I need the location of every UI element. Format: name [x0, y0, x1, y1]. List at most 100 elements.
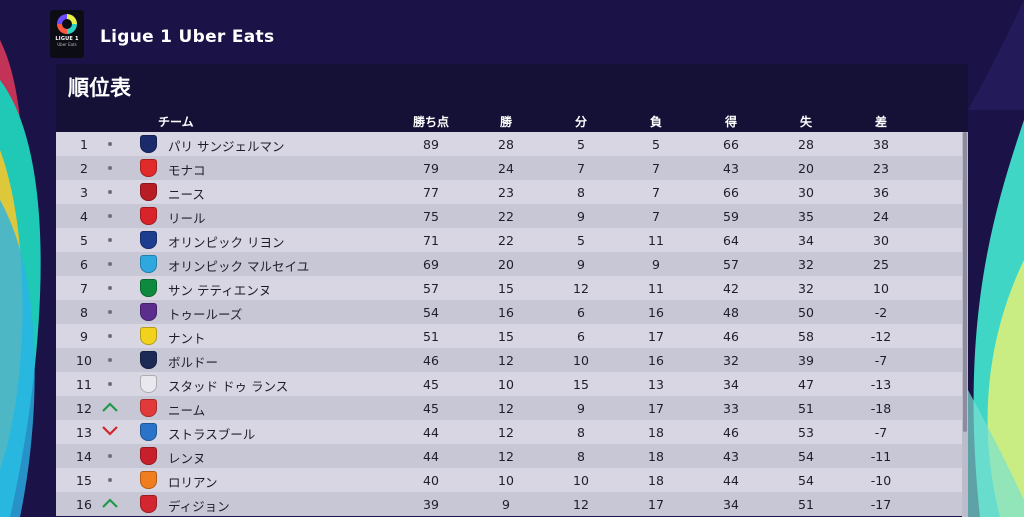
drawn-cell: 9: [577, 257, 585, 272]
goal-difference-cell: 23: [873, 161, 889, 176]
goals-for-cell: 34: [723, 377, 739, 392]
trend-neutral-icon: [108, 262, 112, 266]
lost-cell: 5: [652, 137, 660, 152]
points-cell: 44: [423, 449, 439, 464]
table-row[interactable]: 7 サン テティエンヌ 57 15 12 11 42 32 10: [56, 276, 968, 300]
points-cell: 57: [423, 281, 439, 296]
team-name: トゥールーズ: [168, 307, 243, 322]
nice-crest-icon: [140, 183, 157, 201]
goals-against-cell: 54: [798, 449, 814, 464]
goals-for-cell: 66: [723, 137, 739, 152]
league-name: Ligue 1 Uber Eats: [100, 27, 275, 47]
table-row[interactable]: 8 トゥールーズ 54 16 6 16 48 50 -2: [56, 300, 968, 324]
lille-crest-icon: [140, 207, 157, 225]
rennes-crest-icon: [140, 447, 157, 465]
logo-text-bottom: Uber Eats: [57, 42, 77, 47]
lost-cell: 11: [648, 281, 664, 296]
points-cell: 45: [423, 377, 439, 392]
goals-for-cell: 66: [723, 185, 739, 200]
lost-cell: 17: [648, 401, 664, 416]
points-cell: 71: [423, 233, 439, 248]
position-cell: 8: [80, 305, 88, 320]
col-drawn[interactable]: 分: [574, 115, 588, 129]
table-row[interactable]: 13 ストラスブール 44 12 8 18 46 53 -7: [56, 420, 968, 444]
lost-cell: 17: [648, 329, 664, 344]
won-cell: 12: [498, 449, 514, 464]
goals-against-cell: 34: [798, 233, 814, 248]
team-name: ディジョン: [168, 499, 230, 514]
lost-cell: 9: [652, 257, 660, 272]
won-cell: 15: [498, 329, 514, 344]
goals-for-cell: 46: [723, 425, 739, 440]
col-lost[interactable]: 負: [649, 115, 663, 129]
table-row[interactable]: 5 オリンピック リヨン 71 22 5 11 64 34 30: [56, 228, 968, 252]
nimes-crest-icon: [140, 399, 157, 417]
page-title: 順位表: [68, 76, 131, 100]
team-name: ニース: [168, 187, 205, 202]
goal-difference-cell: -17: [870, 497, 892, 512]
drawn-cell: 15: [573, 377, 589, 392]
lost-cell: 18: [648, 425, 664, 440]
position-cell: 12: [76, 401, 92, 416]
position-cell: 4: [80, 209, 88, 224]
won-cell: 16: [498, 305, 514, 320]
goals-against-cell: 53: [798, 425, 814, 440]
table-row[interactable]: 4 リール 75 22 9 7 59 35 24: [56, 204, 968, 228]
table-row[interactable]: 6 オリンピック マルセイユ 69 20 9 9 57 32 25: [56, 252, 968, 276]
ligue1-mark-icon: [57, 14, 77, 34]
lost-cell: 11: [648, 233, 664, 248]
table-row[interactable]: 3 ニース 77 23 8 7 66 30 36: [56, 180, 968, 204]
goals-for-cell: 43: [723, 161, 739, 176]
drawn-cell: 10: [573, 473, 589, 488]
team-name: オリンピック マルセイユ: [168, 259, 310, 274]
goal-difference-cell: -18: [870, 401, 892, 416]
team-name: スタッド ドゥ ランス: [168, 379, 289, 394]
won-cell: 15: [498, 281, 514, 296]
col-team[interactable]: チーム: [158, 115, 194, 129]
goals-against-cell: 35: [798, 209, 814, 224]
table-row[interactable]: 1 パリ サンジェルマン 89 28 5 5 66 28 38: [56, 132, 968, 156]
goals-against-cell: 51: [798, 401, 814, 416]
scrollbar-thumb[interactable]: [963, 132, 967, 432]
position-cell: 13: [76, 425, 92, 440]
lost-cell: 18: [648, 449, 664, 464]
lost-cell: 7: [652, 161, 660, 176]
points-cell: 39: [423, 497, 439, 512]
table-row[interactable]: 14 レンヌ 44 12 8 18 43 54 -11: [56, 444, 968, 468]
scrollbar[interactable]: [962, 132, 968, 517]
team-name: パリ サンジェルマン: [168, 139, 285, 154]
points-cell: 45: [423, 401, 439, 416]
table-row[interactable]: 15 ロリアン 40 10 10 18 44 54 -10: [56, 468, 968, 492]
lost-cell: 18: [648, 473, 664, 488]
goal-difference-cell: -10: [870, 473, 892, 488]
ligue1-logo-icon: LIGUE 1 Uber Eats: [50, 10, 84, 58]
table-row[interactable]: 9 ナント 51 15 6 17 46 58 -12: [56, 324, 968, 348]
drawn-cell: 12: [573, 281, 589, 296]
table-row[interactable]: 16 ディジョン 39 9 12 17 34 51 -17: [56, 492, 968, 516]
goal-difference-cell: 24: [873, 209, 889, 224]
drawn-cell: 5: [577, 137, 585, 152]
table-row[interactable]: 11 スタッド ドゥ ランス 45 10 15 13 34 47 -13: [56, 372, 968, 396]
col-points[interactable]: 勝ち点: [412, 115, 450, 129]
psg-crest-icon: [140, 135, 157, 153]
position-cell: 9: [80, 329, 88, 344]
won-cell: 10: [498, 377, 514, 392]
table-row[interactable]: 10 ボルドー 46 12 10 16 32 39 -7: [56, 348, 968, 372]
bordeaux-crest-icon: [140, 351, 157, 369]
goal-difference-cell: 10: [873, 281, 889, 296]
col-goal-difference[interactable]: 差: [874, 115, 888, 129]
table-row[interactable]: 12 ニーム 45 12 9 17 33 51 -18: [56, 396, 968, 420]
team-name: サン テティエンヌ: [168, 283, 272, 298]
goal-difference-cell: -7: [874, 353, 888, 368]
col-goals-for[interactable]: 得: [724, 115, 738, 129]
trend-neutral-icon: [108, 334, 112, 338]
table-row[interactable]: 2 モナコ 79 24 7 7 43 20 23: [56, 156, 968, 180]
col-won[interactable]: 勝: [499, 115, 513, 129]
lost-cell: 17: [648, 497, 664, 512]
points-cell: 69: [423, 257, 439, 272]
team-name: ボルドー: [168, 355, 219, 370]
goals-against-cell: 50: [798, 305, 814, 320]
col-goals-against[interactable]: 失: [799, 115, 813, 129]
goals-for-cell: 64: [723, 233, 739, 248]
trend-neutral-icon: [108, 358, 112, 362]
